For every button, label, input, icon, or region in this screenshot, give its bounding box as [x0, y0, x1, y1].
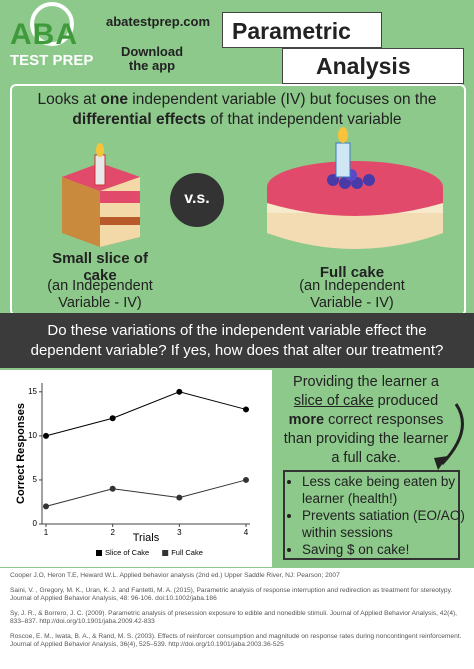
title: Analysis: [316, 53, 411, 79]
legend-label: Slice of Cake: [105, 548, 149, 557]
reference: Cooper J.O, Heron T.E, Heward W.L. Appli…: [10, 572, 340, 579]
title: Parametric: [232, 18, 351, 44]
x-tick-label: 3: [177, 528, 182, 537]
finding: Providing the learner a slice of cake pr…: [278, 373, 454, 468]
bullet: Prevents satiation (EO/AO) within sessio…: [302, 507, 474, 541]
x-tick-label: 4: [244, 528, 249, 537]
data-point: [43, 503, 49, 510]
chart-panel: [0, 370, 272, 567]
data-point: [109, 485, 116, 492]
reference: Roscoe, E. M., Iwata, B. A., & Rand, M. …: [10, 633, 462, 648]
intro-bold: differential effects: [72, 111, 206, 128]
logo-bottom: TEST PREP: [10, 52, 94, 69]
series-line: [45, 391, 247, 437]
bullets: Less cake being eaten by learner (health…: [286, 473, 474, 558]
full-cake-name: Full cake: [319, 264, 385, 281]
full-cake: [267, 127, 443, 249]
intro-text: of that independent variable: [205, 111, 402, 128]
reference: Saini, V. , Gregory, M. K., Uran, K. J. …: [10, 587, 453, 602]
download: Download the app: [120, 44, 184, 73]
logo-top: ABA: [10, 18, 78, 51]
full-cake-note: (an Independent Variable - IV): [299, 278, 405, 311]
series-line: [45, 479, 247, 507]
references: Cooper J.O, Heron T.E, Heward W.L. Appli…: [10, 572, 466, 649]
logo-ring: [30, 2, 74, 46]
data-point: [176, 494, 183, 501]
arrow: [434, 403, 464, 470]
data-point: [176, 388, 183, 395]
question: Do these variations of the independent v…: [30, 322, 444, 359]
small-cake-name: Small slice of cake: [52, 250, 148, 284]
data-point: [43, 432, 49, 439]
bullet: Saving $ on cake!: [302, 541, 474, 558]
y-tick-label: 15: [28, 387, 37, 396]
finding-text: Providing the learner a: [293, 374, 439, 390]
finding-text: correct responses than providing the lea…: [283, 412, 449, 466]
legend-swatch: [162, 550, 169, 556]
vs-circle: [170, 173, 224, 227]
small-cake-note: (an Independent Variable - IV): [47, 278, 153, 311]
x-tick-label: 1: [44, 528, 49, 537]
title-box: [222, 12, 382, 48]
legend-swatch: [96, 550, 102, 556]
logo-mark: [30, 2, 74, 46]
y-axis-label: Correct Responses: [15, 403, 27, 504]
finding-bold: more: [288, 412, 325, 428]
intro-text: independent variable (IV) but focuses on…: [127, 91, 437, 108]
y-tick-label: 5: [33, 475, 38, 484]
finding-underline: slice of cake: [293, 393, 374, 409]
slice-cake: [62, 143, 140, 247]
intro-text: Looks at: [37, 91, 101, 108]
references-panel: [0, 568, 474, 669]
bullet: Less cake being eaten by learner (health…: [302, 473, 474, 507]
chart: 0 5 10 15 1 2 3 4 Trials Correct Responses Slice o…: [15, 383, 250, 557]
reference: Sy, J. R., & Borrero, J. C. (2009). Para…: [10, 610, 458, 625]
finding-text: produced: [373, 393, 439, 409]
title-box: [282, 48, 464, 84]
cakes: [62, 127, 443, 249]
data-point: [243, 476, 249, 483]
site: abatestprep.com: [106, 14, 211, 29]
data-point: [243, 406, 249, 413]
bullet-box: [283, 470, 460, 560]
intro-bold: one: [100, 91, 128, 108]
logo: ABA TEST PREP: [8, 2, 98, 74]
intro: Looks at one independent variable (IV) b…: [22, 90, 452, 130]
data-point: [109, 415, 116, 422]
x-axis-label: Trials: [133, 532, 160, 544]
y-tick-label: 0: [33, 519, 38, 528]
y-tick-label: 10: [28, 431, 37, 440]
legend-label: Full Cake: [171, 548, 203, 557]
vs: v.s.: [184, 190, 210, 207]
x-tick-label: 2: [110, 528, 115, 537]
question-band: [0, 313, 474, 368]
